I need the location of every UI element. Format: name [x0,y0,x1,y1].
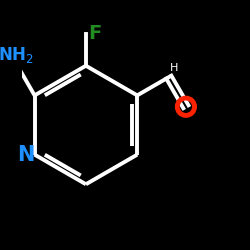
Text: NH$_2$: NH$_2$ [0,45,34,65]
Text: F: F [88,24,102,43]
Text: N: N [17,145,34,165]
Text: H: H [170,64,179,74]
